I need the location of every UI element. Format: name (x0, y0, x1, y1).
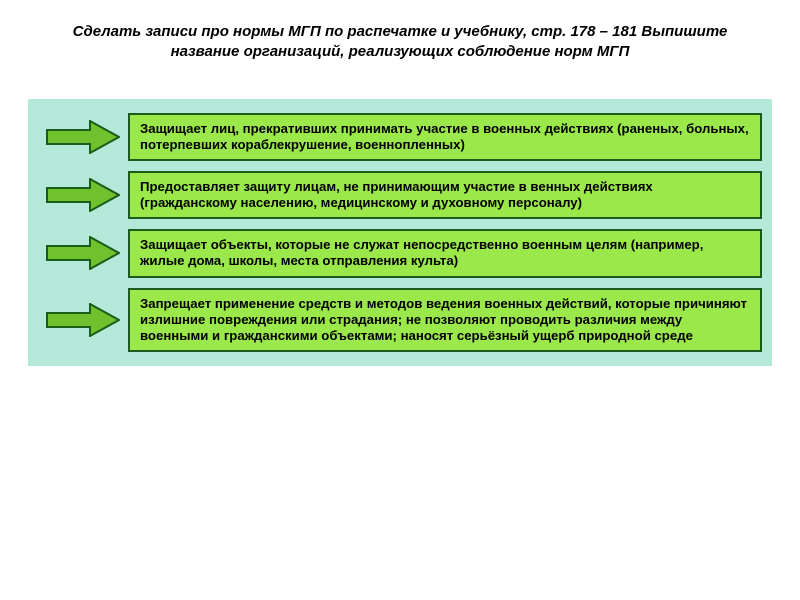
arrow-right-icon (46, 120, 120, 154)
arrow-right-icon (46, 303, 120, 337)
arrow-cell (38, 113, 128, 161)
diagram-row: Защищает лиц, прекративших принимать уча… (38, 113, 762, 161)
arrow-cell (38, 288, 128, 352)
arrow-right-icon (46, 236, 120, 270)
diagram-row: Предоставляет защиту лицам, не принимающ… (38, 171, 762, 219)
info-box: Защищает лиц, прекративших принимать уча… (128, 113, 762, 161)
page-title: Сделать записи про нормы МГП по распечат… (60, 22, 740, 61)
diagram-row: Запрещает применение средств и методов в… (38, 288, 762, 352)
arrow-right-icon (46, 178, 120, 212)
info-box: Запрещает применение средств и методов в… (128, 288, 762, 352)
arrow-cell (38, 171, 128, 219)
diagram-panel: Защищает лиц, прекративших принимать уча… (28, 99, 772, 366)
info-box: Защищает объекты, которые не служат непо… (128, 229, 762, 277)
diagram-row: Защищает объекты, которые не служат непо… (38, 229, 762, 277)
title-area: Сделать записи про нормы МГП по распечат… (0, 0, 800, 71)
info-box: Предоставляет защиту лицам, не принимающ… (128, 171, 762, 219)
arrow-cell (38, 229, 128, 277)
